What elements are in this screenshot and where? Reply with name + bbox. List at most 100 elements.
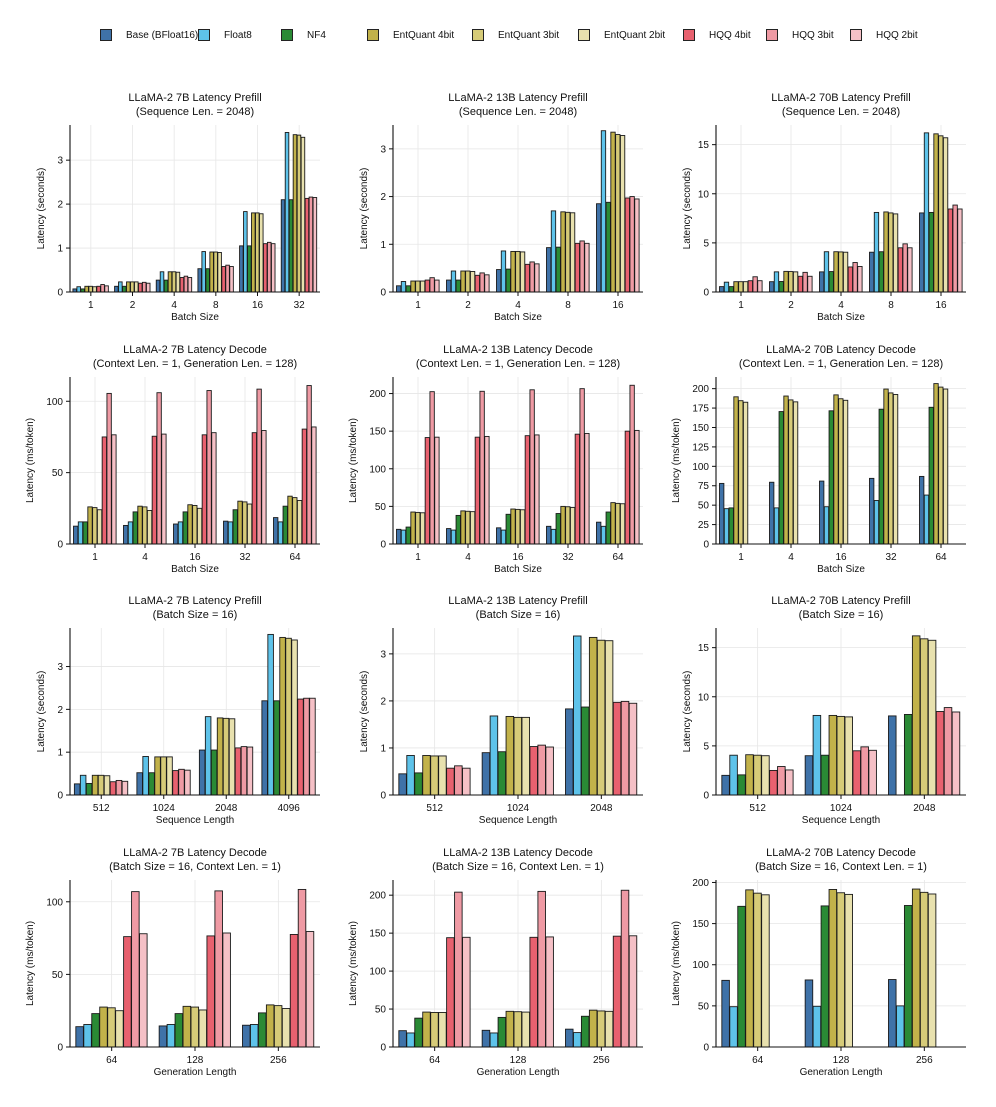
bar xyxy=(943,707,953,796)
bar xyxy=(505,715,515,796)
x-tick-label: 4 xyxy=(465,552,471,563)
bar xyxy=(288,199,294,293)
x-tick-label: 64 xyxy=(935,552,947,563)
bar xyxy=(261,700,268,796)
bar xyxy=(446,767,455,796)
y-tick-label: 10 xyxy=(698,189,710,200)
bar xyxy=(745,889,754,1048)
bar xyxy=(455,514,461,545)
bar xyxy=(738,400,744,545)
x-tick-label: 8 xyxy=(888,300,894,311)
bar xyxy=(923,494,930,545)
legend-item: EntQuant 4bit xyxy=(367,25,454,45)
bar xyxy=(84,285,89,293)
bar xyxy=(820,905,830,1048)
chart-panel: 0 50 100 150 200 64 128 256 Generation Length Lat… xyxy=(348,847,643,1078)
chart-subtitle: (Context Len. = 1, Generation Len. = 128… xyxy=(93,358,297,370)
bar xyxy=(96,285,101,293)
y-tick-label: 200 xyxy=(369,891,386,902)
bar xyxy=(510,508,516,545)
x-tick-label: 8 xyxy=(213,300,219,311)
chart-title: LLaMA-2 13B Latency Prefill xyxy=(448,92,587,104)
bar xyxy=(737,774,746,796)
y-tick-label: 0 xyxy=(380,288,386,299)
bar xyxy=(788,399,794,545)
bar xyxy=(205,268,210,293)
x-axis-label: Sequence Length xyxy=(802,815,880,826)
bar xyxy=(100,284,105,293)
bar xyxy=(524,435,530,545)
bar xyxy=(396,528,402,545)
bar xyxy=(450,270,457,293)
legend-swatch xyxy=(100,29,112,41)
bar xyxy=(584,432,590,545)
bar xyxy=(838,398,844,545)
chart-panel: 0 50 100 1 4 16 32 64 Batch Size Latency (ms/toke… xyxy=(25,344,320,575)
bar xyxy=(462,767,471,796)
y-axis-label: Latency (ms/token) xyxy=(348,418,359,503)
bar xyxy=(896,1005,905,1048)
y-tick-label: 0 xyxy=(57,540,63,551)
bar xyxy=(833,251,839,293)
bar xyxy=(410,280,416,293)
x-tick-label: 1 xyxy=(738,300,744,311)
bar xyxy=(489,1032,499,1048)
y-tick-label: 3 xyxy=(57,662,63,673)
bar xyxy=(742,401,749,545)
bar xyxy=(728,286,734,293)
chart-panel: 0 1 2 3 512 1024 2048 4096 Sequence Length Latenc… xyxy=(36,595,320,826)
y-tick-label: 150 xyxy=(369,929,386,940)
chart-panel: 0 5 10 15 1 2 4 8 16 Batch Size Latency (seconds) L… xyxy=(682,92,966,323)
bar xyxy=(752,276,758,293)
y-axis-label: Latency (seconds) xyxy=(682,168,693,250)
bar xyxy=(620,889,630,1048)
bar xyxy=(222,717,230,796)
bar xyxy=(73,783,81,796)
y-tick-label: 50 xyxy=(698,1001,710,1012)
bar xyxy=(804,755,814,796)
bar xyxy=(301,428,308,545)
bar xyxy=(923,132,930,293)
bar xyxy=(419,512,426,545)
bar xyxy=(228,718,236,796)
bar xyxy=(888,392,894,545)
bar xyxy=(400,529,407,545)
y-tick-label: 1 xyxy=(380,743,386,754)
bar xyxy=(833,394,839,545)
bar xyxy=(555,246,561,293)
chart-panel: 0 50 100 64 128 256 Generation Length Latency (… xyxy=(25,847,320,1078)
bar xyxy=(454,765,463,796)
y-tick-label: 1 xyxy=(380,240,386,251)
y-tick-label: 0 xyxy=(57,1043,63,1054)
bar xyxy=(479,390,485,545)
bar xyxy=(297,698,304,796)
bar xyxy=(928,211,934,293)
bar xyxy=(619,503,626,545)
y-tick-label: 2 xyxy=(57,200,63,211)
bar xyxy=(605,511,611,545)
y-tick-label: 1 xyxy=(57,244,63,255)
x-tick-label: 1024 xyxy=(830,803,853,814)
bar xyxy=(878,408,884,545)
x-tick-label: 128 xyxy=(187,1055,204,1066)
bar xyxy=(123,936,132,1048)
bar xyxy=(167,271,173,293)
y-tick-label: 150 xyxy=(692,423,709,434)
x-tick-label: 1 xyxy=(738,552,744,563)
bar xyxy=(270,243,276,293)
bar xyxy=(733,396,739,545)
bar xyxy=(773,271,780,293)
x-axis-label: Generation Length xyxy=(800,1067,883,1078)
bar xyxy=(209,251,214,293)
chart-panel: 0 1 2 3 1 2 4 8 16 Batch Size Latency (seconds) LLa… xyxy=(359,92,643,323)
x-tick-label: 16 xyxy=(512,552,524,563)
bar xyxy=(600,525,607,545)
bar xyxy=(729,1006,738,1048)
bar xyxy=(519,251,526,293)
bar xyxy=(537,744,546,796)
bar xyxy=(628,702,638,796)
bar xyxy=(79,774,87,796)
bar xyxy=(106,392,112,545)
bar xyxy=(919,638,929,796)
bar xyxy=(414,772,423,796)
